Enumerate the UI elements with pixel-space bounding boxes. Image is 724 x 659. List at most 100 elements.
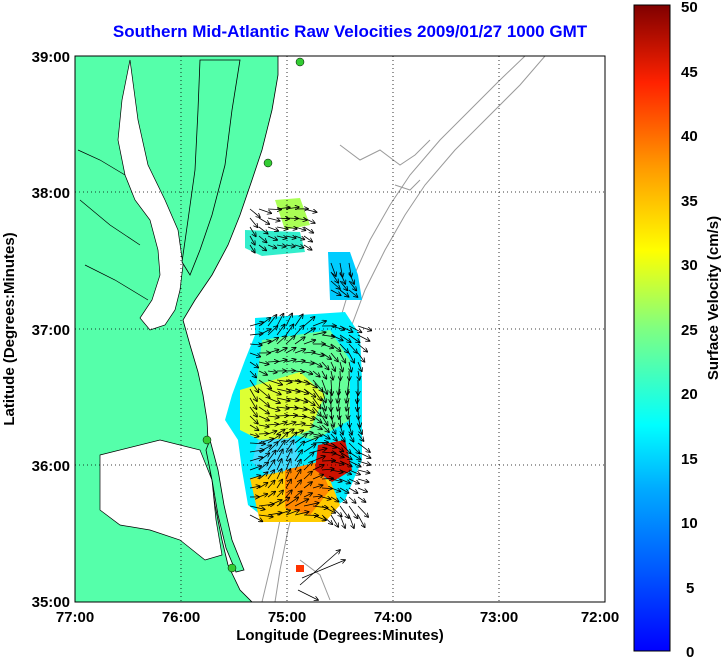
velocity-vector	[349, 361, 351, 372]
velocity-vector	[337, 388, 340, 403]
plot-frame	[74, 55, 606, 603]
velocity-vector	[276, 430, 285, 435]
velocity-vector	[321, 442, 336, 448]
velocity-vector	[267, 435, 281, 444]
velocity-vector	[303, 317, 315, 327]
velocity-vector	[331, 370, 333, 380]
velocity-vector	[349, 415, 350, 427]
velocity-vector	[267, 326, 277, 336]
velocity-vector	[303, 217, 315, 223]
velocity-vector	[303, 244, 312, 250]
velocity-vector	[294, 416, 306, 417]
velocity-vector	[330, 470, 343, 472]
velocity-vector	[303, 515, 318, 516]
velocity-vector	[321, 433, 330, 439]
velocity-vector	[276, 336, 286, 345]
velocity-vector	[249, 388, 257, 401]
velocity-vector	[294, 245, 304, 248]
velocity-vector	[348, 460, 361, 467]
velocity-vector	[258, 439, 273, 444]
delmarva-peninsula	[181, 59, 241, 276]
velocity-vector	[303, 379, 317, 388]
velocity-vector	[330, 343, 341, 351]
velocity-vector	[357, 496, 366, 502]
velocity-vector	[294, 361, 305, 362]
velocity-vector	[348, 334, 360, 343]
colorbar-label: Surface Velocity (cm/s)	[705, 216, 722, 380]
velocity-vector	[303, 208, 317, 212]
velocity-vector	[294, 371, 304, 372]
velocity-patch	[275, 198, 310, 230]
velocity-vector	[258, 362, 269, 364]
velocity-vector	[339, 478, 350, 483]
velocity-vector	[357, 352, 365, 362]
radar-station-marker	[227, 563, 237, 573]
velocity-vector	[312, 370, 320, 377]
velocity-vector	[321, 497, 331, 499]
velocity-vector	[303, 406, 315, 413]
velocity-vector	[312, 388, 321, 400]
velocity-vector	[330, 325, 345, 330]
velocity-vector	[299, 550, 340, 586]
velocity-vector	[321, 461, 335, 462]
velocity-vector	[303, 444, 316, 453]
velocity-vector	[312, 449, 327, 453]
velocity-vector	[258, 235, 267, 242]
velocity-vector	[285, 324, 294, 336]
velocity-vector	[267, 424, 278, 425]
velocity-vector	[312, 397, 321, 409]
radar-station-marker	[263, 158, 273, 168]
velocity-vector	[249, 457, 263, 462]
velocity-vector	[285, 490, 292, 498]
velocity-vector	[258, 472, 268, 480]
velocity-vector	[285, 407, 298, 408]
velocity-vector	[346, 388, 350, 403]
velocity-vector	[267, 481, 275, 489]
velocity-vector	[330, 361, 335, 371]
velocity-vector	[249, 406, 257, 417]
velocity-vector	[330, 496, 339, 502]
colorbar-tick-label: 40	[681, 128, 698, 145]
y-tick-label: 35:00	[32, 594, 70, 611]
velocity-vector	[258, 244, 266, 251]
velocity-vector	[357, 325, 371, 331]
colorbar-tick-label: 20	[681, 386, 698, 403]
velocity-vector	[267, 431, 277, 434]
velocity-vector	[330, 424, 336, 434]
velocity-vector	[348, 433, 354, 442]
velocity-vector	[285, 207, 299, 209]
velocity-vector	[358, 415, 360, 427]
velocity-vector	[276, 498, 289, 507]
map-title: Southern Mid-Atlantic Raw Velocities 200…	[112, 22, 588, 41]
velocity-vector	[357, 451, 371, 458]
velocity-vector	[258, 397, 269, 406]
velocity-vector	[276, 207, 290, 209]
velocity-vector	[330, 433, 337, 441]
velocity-vector	[340, 262, 343, 277]
velocity-vector	[276, 510, 290, 516]
velocity-vector	[348, 289, 358, 297]
velocity-vector	[357, 514, 365, 527]
velocity-vector	[294, 379, 310, 384]
velocity-vector	[285, 510, 299, 516]
velocity-vector	[330, 514, 338, 527]
velocity-vector	[312, 415, 322, 423]
velocity-vector	[294, 349, 305, 354]
velocity-vector	[258, 425, 269, 427]
velocity-vector	[294, 218, 307, 220]
velocity-vector	[347, 379, 349, 395]
velocity-vector	[258, 462, 268, 471]
velocity-vector	[357, 460, 370, 465]
velocity-vector	[249, 434, 259, 437]
velocity-vector	[349, 262, 351, 277]
velocity-vector	[294, 235, 304, 239]
velocity-vector	[338, 379, 340, 395]
velocity-vector	[276, 441, 285, 453]
velocity-vector	[249, 466, 261, 471]
colorbar-tick-label: 0	[686, 644, 694, 659]
velocity-vector	[249, 443, 265, 444]
velocity-vector	[312, 361, 322, 367]
velocity-vector	[267, 442, 278, 453]
velocity-vector	[276, 480, 282, 489]
velocity-vector	[249, 476, 261, 480]
